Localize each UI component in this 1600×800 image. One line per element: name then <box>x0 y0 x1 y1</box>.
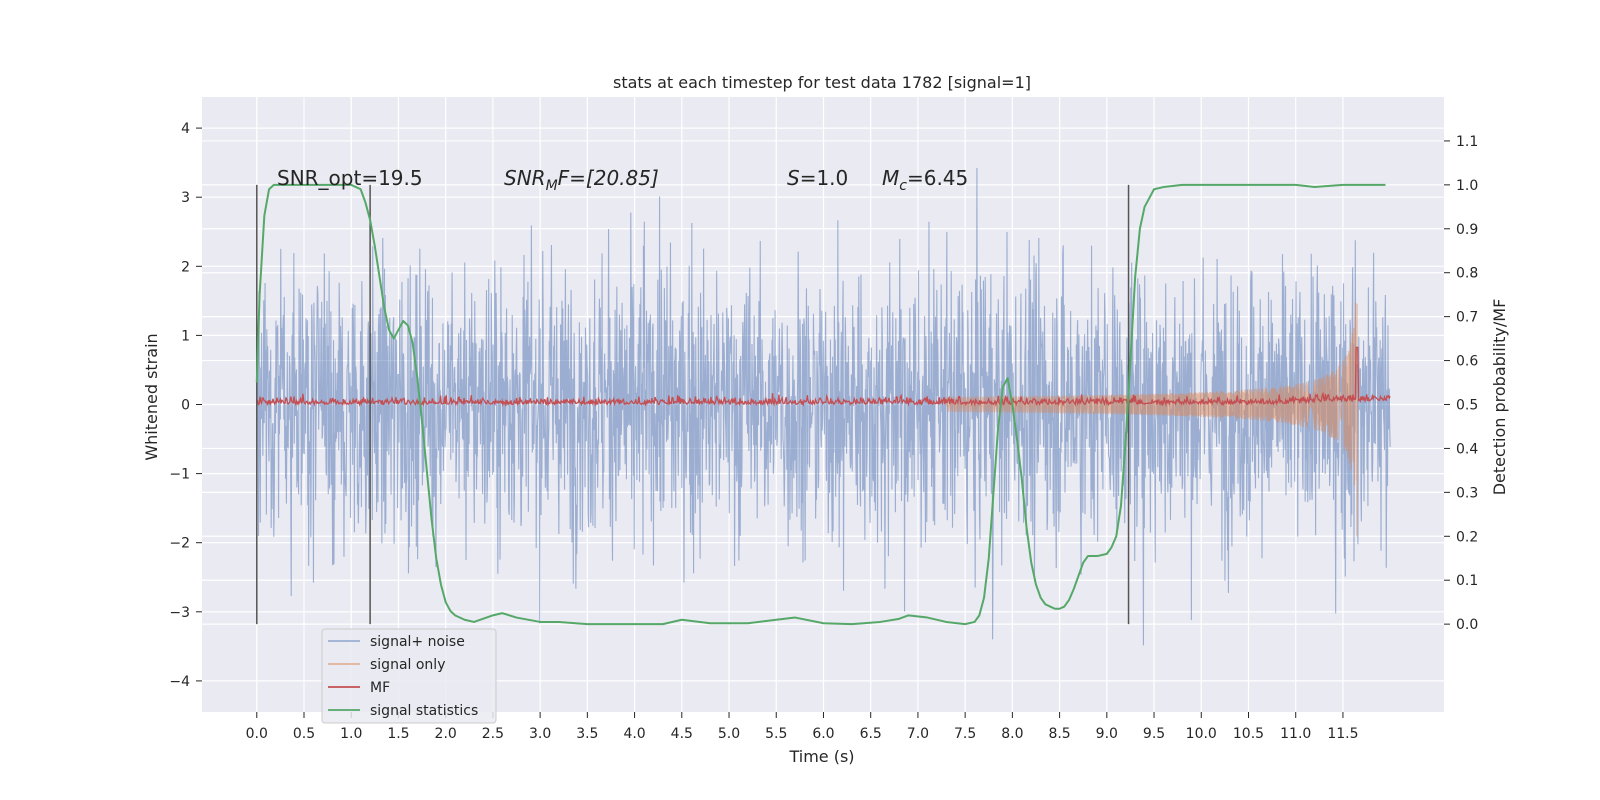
y-left-tick-label: −4 <box>169 674 190 690</box>
y-right-tick-label: 0.2 <box>1456 529 1478 545</box>
y-right-tick-label: 0.5 <box>1456 398 1478 414</box>
x-tick-label: 2.0 <box>435 726 457 742</box>
y-left-tick-label: 3 <box>181 190 190 206</box>
y-right-tick-label: 1.1 <box>1456 134 1478 150</box>
x-tick-label: 10.0 <box>1186 726 1217 742</box>
y-right-tick-label: 0.8 <box>1456 266 1478 282</box>
y-left-tick-label: −2 <box>169 536 190 552</box>
annotation-snr-opt: SNR_opt=19.5 <box>277 166 423 190</box>
y-left-tick-label: 0 <box>181 398 190 414</box>
y-right-tick-label: 1.0 <box>1456 178 1478 194</box>
legend-label-signal-noise: signal+ noise <box>370 634 465 650</box>
x-tick-label: 4.5 <box>671 726 693 742</box>
y-left-tick-label: −1 <box>169 467 190 483</box>
signal-noise-series <box>256 168 1391 646</box>
x-tick-label: 11.0 <box>1280 726 1311 742</box>
mf-line <box>256 346 1391 407</box>
signal-statistics-series <box>255 183 1386 626</box>
mf-series <box>256 346 1391 407</box>
x-tick-label: 8.5 <box>1048 726 1070 742</box>
x-tick-label: 3.5 <box>576 726 598 742</box>
x-tick-label: 7.5 <box>954 726 976 742</box>
x-tick-label: 9.5 <box>1143 726 1165 742</box>
x-tick-label: 1.0 <box>340 726 362 742</box>
x-tick-label: 7.0 <box>907 726 929 742</box>
x-tick-label: 9.0 <box>1096 726 1118 742</box>
x-tick-label: 11.5 <box>1327 726 1358 742</box>
y-left-tick-label: 2 <box>181 259 190 275</box>
chart-title: stats at each timestep for test data 178… <box>613 73 1031 92</box>
legend-box <box>321 628 497 724</box>
x-tick-label: 8.0 <box>1001 726 1023 742</box>
x-tick-label: 0.5 <box>293 726 315 742</box>
annotation-snr-mf: SNRMF=[20.85] <box>504 166 659 194</box>
y-left-tick-label: 1 <box>181 328 190 344</box>
legend-label-mf: MF <box>370 680 390 696</box>
right-y-axis-label: Detection probability/MF <box>1490 299 1509 496</box>
x-tick-label: 3.0 <box>529 726 551 742</box>
y-right-tick-label: 0.0 <box>1456 617 1478 633</box>
signal-noise-line <box>256 168 1391 646</box>
x-tick-label: 10.5 <box>1233 726 1264 742</box>
y-right-tick-label: 0.9 <box>1456 222 1478 238</box>
x-axis-label: Time (s) <box>788 747 854 766</box>
legend: signal+ noise signal only MF signal stat… <box>321 628 497 724</box>
x-tick-label: 2.5 <box>482 726 504 742</box>
x-tick-label: 6.5 <box>860 726 882 742</box>
y-right-tick-label: 0.4 <box>1456 441 1478 457</box>
y-right-tick-label: 0.7 <box>1456 310 1478 326</box>
x-tick-label: 0.0 <box>246 726 268 742</box>
annotation-s: S=1.0 <box>787 166 848 190</box>
x-tick-label: 5.0 <box>718 726 740 742</box>
x-tick-label: 5.5 <box>765 726 787 742</box>
x-tick-label: 4.0 <box>623 726 645 742</box>
annotation-mc: Mc=6.45 <box>882 166 968 194</box>
right-y-axis-ticks: 1.1 1.0 0.9 0.8 0.7 0.6 0.5 0.4 0.3 0.2 0.1 0.0 <box>1444 134 1478 633</box>
x-tick-label: 6.0 <box>812 726 834 742</box>
legend-label-signal-only: signal only <box>370 657 445 673</box>
y-right-tick-label: 0.6 <box>1456 354 1478 370</box>
y-left-tick-label: −3 <box>169 605 190 621</box>
left-y-axis-label: Whitened strain <box>142 333 161 460</box>
legend-label-signal-statistics: signal statistics <box>370 703 478 719</box>
left-y-axis-ticks: 4 3 2 1 0 −1 −2 −3 −4 <box>169 121 202 690</box>
y-left-tick-label: 4 <box>181 121 190 137</box>
y-right-tick-label: 0.3 <box>1456 485 1478 501</box>
x-axis-ticks: 0.0 0.5 1.0 1.5 2.0 2.5 3.0 3.5 4.0 4.5 5.0 5.5 6.0 6… <box>246 712 1359 742</box>
signal-statistics-line <box>255 183 1386 626</box>
y-right-tick-label: 0.1 <box>1456 573 1478 589</box>
x-tick-label: 1.5 <box>387 726 409 742</box>
